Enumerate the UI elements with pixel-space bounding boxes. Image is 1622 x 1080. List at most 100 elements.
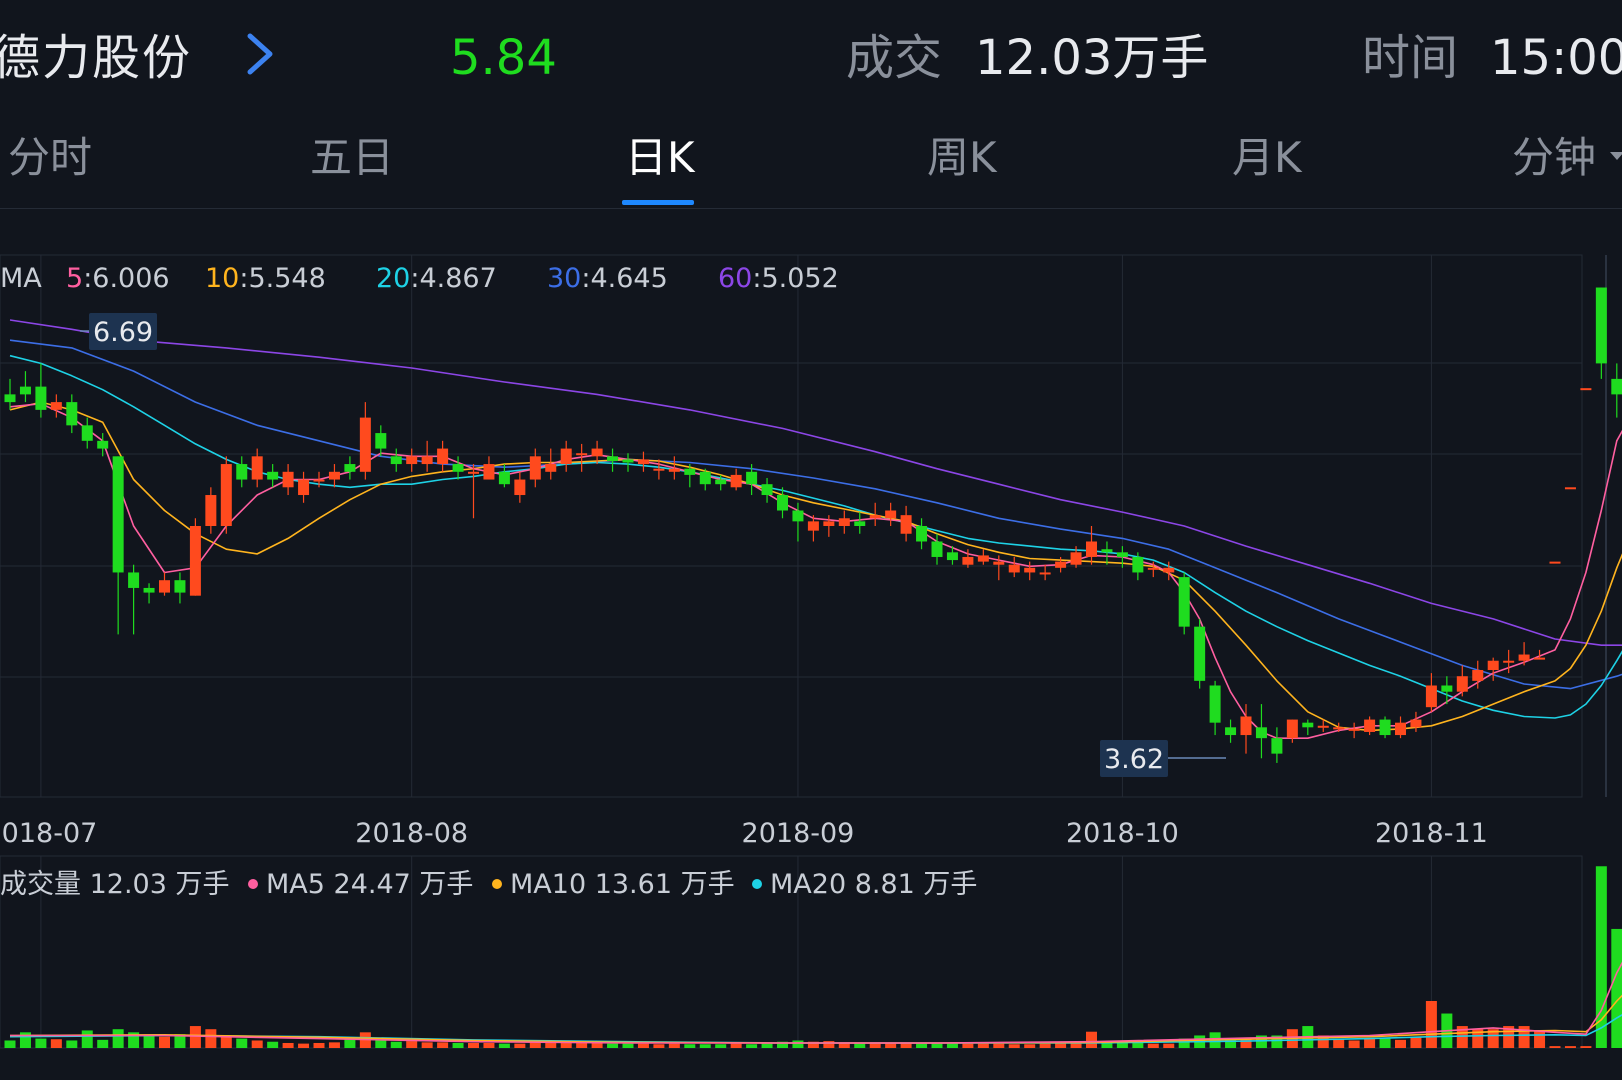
vol-ma20-dot [752, 879, 762, 889]
ma60-value: :5.052 [752, 263, 838, 294]
volume-legend-ma20: MA20 8.81 万手 [770, 869, 977, 900]
tab-intraday[interactable]: 分时 [8, 133, 93, 182]
volume-bar [1008, 1044, 1020, 1048]
candle-body [1086, 541, 1097, 557]
volume-legend-ma5: MA5 24.47 万手 [266, 869, 473, 900]
volume-bar [1410, 1036, 1422, 1048]
x-axis-ticks: 2018-07 2018-08 2018-09 2018-10 2018-11 [0, 818, 1488, 849]
candle [1317, 719, 1329, 732]
volume-bar [1487, 1029, 1499, 1048]
candle [1024, 561, 1036, 581]
candle-body [637, 459, 649, 465]
candle [746, 464, 758, 496]
x-tick-label: 2018-09 [742, 818, 855, 849]
candle [715, 474, 727, 491]
x-tick-label: 2018-11 [1375, 818, 1488, 849]
volume-bar [35, 1038, 47, 1048]
ma5-key: 5 [66, 263, 83, 294]
candle [1225, 719, 1237, 743]
high-price-label: 6.69 [93, 317, 153, 348]
volume-bar [1549, 1046, 1561, 1048]
dropdown-caret-icon[interactable] [1610, 152, 1622, 160]
chevron-right-icon[interactable] [240, 28, 280, 84]
low-marker: 3.62 [1100, 740, 1226, 777]
candle-body [97, 440, 109, 449]
candle-body [1194, 626, 1206, 681]
volume-bar [1086, 1031, 1097, 1048]
volume-bar [452, 1042, 464, 1048]
volume-bar [1255, 1035, 1267, 1048]
candle-body [777, 495, 788, 511]
high-marker: 6.69 [80, 313, 157, 350]
candle-body [1425, 685, 1437, 708]
candle [189, 518, 201, 596]
candle [962, 549, 974, 568]
volume-bar [1132, 1042, 1144, 1048]
volume-bar [916, 1042, 928, 1048]
tab-minute[interactable]: 分钟 [1512, 133, 1597, 182]
stock-name[interactable]: 德力股份 [0, 30, 193, 86]
candle [468, 464, 479, 519]
candle [375, 425, 387, 457]
candle-body [1163, 567, 1175, 573]
volume-bar [1055, 1042, 1067, 1048]
volume-bar [529, 1042, 541, 1048]
volume-bar [699, 1044, 711, 1048]
candle [1364, 716, 1376, 736]
volume-bar [421, 1042, 433, 1048]
candle [359, 402, 371, 480]
candle [328, 464, 340, 488]
candle-body [653, 468, 665, 471]
kline-chart[interactable]: MA 5:6.006 10:5.548 20:4.867 30:4.645 60… [0, 210, 1622, 1050]
candle [1178, 572, 1190, 635]
volume-bar [993, 1043, 1005, 1048]
candle [1518, 642, 1530, 666]
volume-bar [375, 1040, 387, 1048]
candle-body [437, 448, 449, 465]
candle-body [128, 572, 140, 588]
tab-weekly-k[interactable]: 周K [927, 133, 997, 182]
candle-body [823, 521, 835, 526]
candle-body [529, 456, 541, 480]
volume-bar [1564, 1046, 1576, 1048]
volume-bar [282, 1042, 294, 1048]
candle-body [498, 471, 510, 485]
tab-monthly-k[interactable]: 月K [1232, 133, 1302, 182]
candle-body [483, 464, 495, 480]
candle [1086, 526, 1097, 565]
candle-body [1147, 567, 1159, 570]
tab-daily-k[interactable]: 日K [625, 133, 695, 182]
volume-bar [777, 1041, 788, 1048]
candle-body [1302, 722, 1314, 728]
candle-body [81, 425, 93, 441]
volume-bar [514, 1043, 526, 1048]
candle-body [684, 468, 696, 475]
ma5-value: :6.006 [83, 263, 169, 294]
candle-body [854, 521, 866, 526]
ma20-key: 20 [376, 263, 410, 294]
volume-bar [1456, 1026, 1468, 1048]
volume-bar [390, 1041, 402, 1048]
candle-body [1286, 719, 1298, 739]
volume-bar [1333, 1038, 1345, 1048]
candle [1333, 722, 1345, 732]
candle-body [1611, 378, 1622, 395]
active-tab-indicator [622, 200, 694, 205]
candle-body [962, 556, 974, 565]
candle-body [112, 456, 124, 573]
volume-bar [1425, 1001, 1437, 1048]
candle-body [390, 456, 402, 465]
candle-body [1024, 567, 1036, 573]
x-tick-label: 2018-07 [0, 818, 97, 849]
candle [1240, 704, 1252, 754]
volume-bar [1024, 1044, 1036, 1048]
tab-five-day[interactable]: 五日 [310, 133, 395, 182]
candle [993, 555, 1005, 581]
candle [931, 533, 943, 565]
candle-body [792, 510, 804, 522]
candle [622, 453, 634, 472]
volume-legend-ma10: MA10 13.61 万手 [510, 869, 735, 900]
candle [50, 394, 62, 418]
candle [267, 464, 279, 488]
candle-body [452, 464, 464, 472]
